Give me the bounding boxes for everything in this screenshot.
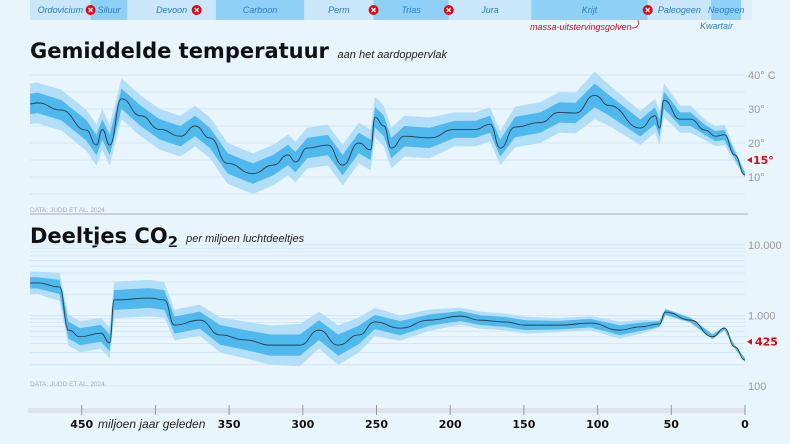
x-tick-label: 150 <box>512 418 535 431</box>
extinction-label: massa-uitstervingsgolven <box>530 22 632 32</box>
extinction-arrow <box>631 19 639 29</box>
period-label-ordovicium: Ordovicium <box>38 5 84 15</box>
period-label-neogeen: Neogeen <box>708 5 745 15</box>
co2-title: Deeltjes CO2 <box>30 224 178 251</box>
co2-source: DATA: JUDD ET AL. 2024 <box>30 381 105 388</box>
period-label-devoon: Devoon <box>156 5 187 15</box>
x-axis: 450 350 300 250 200 150 100 50 0 <box>28 405 749 431</box>
co2-current-marker-icon <box>747 338 752 345</box>
extinction-x-glyph <box>88 7 94 13</box>
period-perm <box>304 0 374 20</box>
period-label-trias: Trias <box>401 5 421 15</box>
period-label-perm: Perm <box>328 5 350 15</box>
co2-current-label: 425 <box>755 336 778 349</box>
temp-tick-label: 10° <box>748 172 765 184</box>
temp-source: DATA: JUDD ET AL. 2024 <box>30 207 105 214</box>
co2-chart: 10.000 1.000 100 425 <box>30 240 782 393</box>
temp-title: Gemiddelde temperatuur <box>30 39 330 63</box>
period-siluur <box>90 0 128 20</box>
temp-mean-line <box>30 94 746 176</box>
temp-current-label: 15° <box>753 154 774 167</box>
temp-tick-label: 30° <box>748 104 765 116</box>
x-tick-label: 350 <box>218 418 241 431</box>
temp-tick-label: 40° C <box>748 70 776 82</box>
co2-subtitle: per miljoen luchtdeeltjes <box>185 233 305 245</box>
period-neogeen <box>711 0 742 20</box>
x-tick-label: 300 <box>291 418 314 431</box>
x-axis-track <box>28 408 745 413</box>
temp-inner-band <box>30 83 746 184</box>
extinction-x-glyph <box>446 7 452 13</box>
extinction-x-glyph <box>194 7 200 13</box>
temperature-chart: 40° C 30° 20° 10° 15° <box>30 70 776 195</box>
period-ordovicium <box>30 0 91 20</box>
co2-tick-label: 100 <box>748 381 766 393</box>
period-krijt <box>531 0 648 20</box>
period-trias <box>373 0 449 20</box>
extinction-x-glyph <box>645 7 651 13</box>
period-carboon <box>215 0 305 20</box>
x-tick-label: 0 <box>741 418 749 431</box>
period-label-kwartair: Kwartair <box>700 21 734 31</box>
temp-subtitle: aan het aardoppervlak <box>338 49 448 61</box>
x-tick-label: 100 <box>586 418 609 431</box>
period-label-carboon: Carboon <box>243 5 278 15</box>
period-label-paleogeen: Paleogeen <box>658 5 701 15</box>
co2-tick-label: 1.000 <box>748 311 776 323</box>
period-jura <box>448 0 532 20</box>
x-tick-label: 50 <box>664 418 680 431</box>
extinction-x-glyph <box>371 7 377 13</box>
x-tick-label: 200 <box>439 418 462 431</box>
period-paleogeen <box>647 0 712 20</box>
x-axis-label: miljoen jaar geleden <box>98 417 206 431</box>
co2-inner-band <box>30 277 746 362</box>
period-label-krijt: Krijt <box>582 5 598 15</box>
x-tick-label: 450 <box>70 418 93 431</box>
x-tick-label: 250 <box>365 418 388 431</box>
geologic-period-bar: Ordovicium Siluur Devoon Carboon Perm Trias Ju… <box>30 0 752 20</box>
period-devoon <box>127 0 216 20</box>
temp-current-marker-icon <box>747 157 752 163</box>
period-label-siluur: Siluur <box>97 5 121 15</box>
co2-tick-label: 10.000 <box>748 240 782 252</box>
temp-tick-label: 20° <box>748 138 765 150</box>
co2-mean-line <box>30 282 746 361</box>
period-label-jura: Jura <box>480 5 499 15</box>
